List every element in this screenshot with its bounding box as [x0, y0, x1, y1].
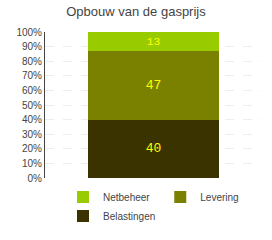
svg-text:10%: 10%: [22, 158, 42, 169]
svg-text:70%: 70%: [22, 70, 42, 81]
svg-text:Opbouw van de gasprijs: Opbouw van de gasprijs: [66, 4, 206, 19]
svg-text:13: 13: [147, 36, 161, 48]
svg-text:80%: 80%: [22, 56, 42, 67]
svg-text:60%: 60%: [22, 85, 42, 96]
svg-text:Levering: Levering: [200, 192, 238, 203]
svg-text:0%: 0%: [28, 173, 43, 184]
svg-text:90%: 90%: [22, 41, 42, 52]
svg-text:40%: 40%: [22, 114, 42, 125]
svg-text:47: 47: [146, 78, 162, 93]
svg-text:Belastingen: Belastingen: [103, 211, 155, 222]
svg-text:100%: 100%: [16, 27, 42, 38]
svg-text:20%: 20%: [22, 143, 42, 154]
svg-text:30%: 30%: [22, 129, 42, 140]
svg-text:50%: 50%: [22, 100, 42, 111]
svg-text:40: 40: [146, 141, 162, 156]
svg-text:Netbeheer: Netbeheer: [103, 192, 150, 203]
